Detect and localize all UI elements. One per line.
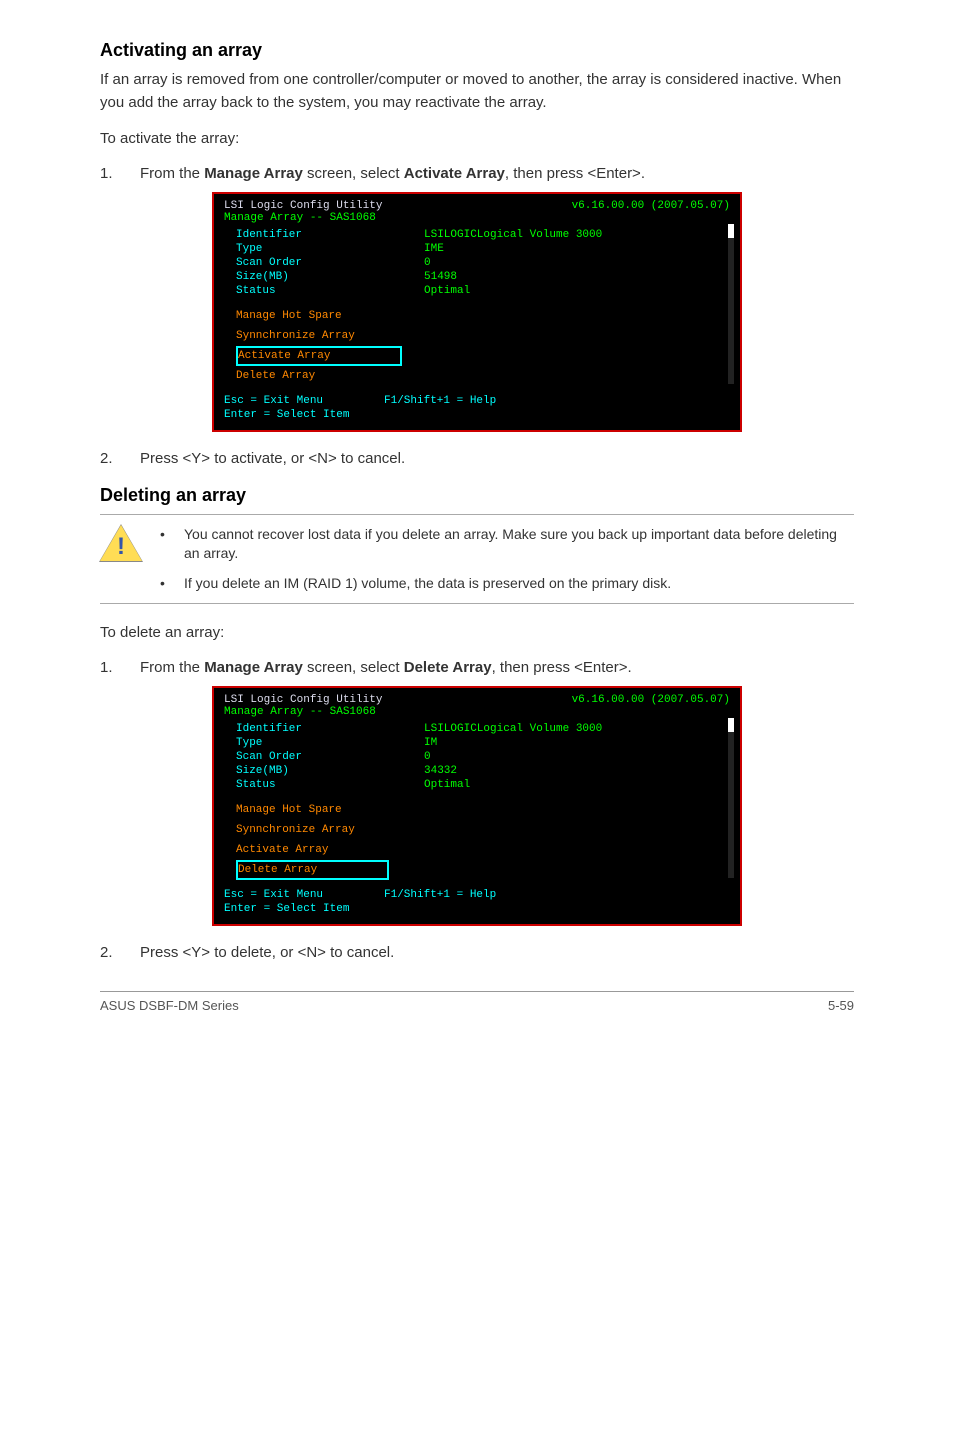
- step-bold1: Manage Array: [204, 659, 303, 676]
- bios-menu-activate: Activate Array: [224, 840, 730, 860]
- bios-label: Type: [224, 736, 424, 750]
- bios-esc: Esc = Exit Menu: [224, 394, 384, 408]
- bios-menu-delete-highlighted: Delete Array: [236, 860, 389, 880]
- step-bold2: Delete Array: [404, 659, 492, 676]
- activating-preface: To activate the array:: [100, 128, 854, 151]
- bios-screenshot-activate: LSI Logic Config Utility v6.16.00.00 (20…: [212, 192, 742, 432]
- step-post: , then press <Enter>.: [505, 165, 645, 182]
- bios-label: Scan Order: [224, 256, 424, 270]
- bios-scroll-thumb: [728, 718, 734, 732]
- bios-title: LSI Logic Config Utility: [224, 200, 382, 212]
- bios-value: 0: [424, 750, 730, 764]
- step-number: 1.: [100, 659, 140, 676]
- step-text: Press <Y> to activate, or <N> to cancel.: [140, 450, 854, 467]
- delete-step-2: 2. Press <Y> to delete, or <N> to cancel…: [100, 944, 854, 961]
- activating-intro: If an array is removed from one controll…: [100, 69, 854, 114]
- bios-version: v6.16.00.00 (2007.05.07): [572, 200, 730, 212]
- bios-version: v6.16.00.00 (2007.05.07): [572, 694, 730, 706]
- bios-menu: Manage Hot Spare Synnchronize Array Acti…: [224, 306, 730, 386]
- bios-value: 34332: [424, 764, 730, 778]
- bios-scrollbar: [728, 718, 734, 878]
- bios-menu-sync: Synnchronize Array: [224, 326, 730, 346]
- step-number: 1.: [100, 165, 140, 182]
- bios-label: Scan Order: [224, 750, 424, 764]
- bios-screenshot-delete: LSI Logic Config Utility v6.16.00.00 (20…: [212, 686, 742, 926]
- deleting-heading: Deleting an array: [100, 485, 854, 506]
- step-bold1: Manage Array: [204, 165, 303, 182]
- bios-label: Type: [224, 242, 424, 256]
- bullet-dot: •: [160, 525, 184, 564]
- bios-value: Optimal: [424, 778, 730, 792]
- bios-menu-hotspare: Manage Hot Spare: [224, 800, 730, 820]
- bios-label: Status: [224, 778, 424, 792]
- step-number: 2.: [100, 944, 140, 961]
- activate-step-2: 2. Press <Y> to activate, or <N> to canc…: [100, 450, 854, 467]
- bios-menu-sync: Synnchronize Array: [224, 820, 730, 840]
- bios-value: 51498: [424, 270, 730, 284]
- bios-scrollbar: [728, 224, 734, 384]
- warning-bullet-1: • You cannot recover lost data if you de…: [160, 525, 854, 564]
- bios-header: LSI Logic Config Utility v6.16.00.00 (20…: [224, 694, 730, 706]
- bios-menu-hotspare: Manage Hot Spare: [224, 306, 730, 326]
- bios-label: Size(MB): [224, 764, 424, 778]
- warning-content: • You cannot recover lost data if you de…: [160, 525, 854, 594]
- step-pre: From the: [140, 165, 204, 182]
- step-mid: screen, select: [303, 165, 404, 182]
- bios-label: Status: [224, 284, 424, 298]
- deleting-preface: To delete an array:: [100, 622, 854, 645]
- bios-value: 0: [424, 256, 730, 270]
- bullet-dot: •: [160, 574, 184, 594]
- activating-heading: Activating an array: [100, 40, 854, 61]
- step-bold2: Activate Array: [404, 165, 505, 182]
- bios-esc: Esc = Exit Menu: [224, 888, 384, 902]
- step-text: Press <Y> to delete, or <N> to cancel.: [140, 944, 854, 961]
- bios-label: Identifier: [224, 228, 424, 242]
- step-post: , then press <Enter>.: [492, 659, 632, 676]
- bios-menu-delete: Delete Array: [224, 366, 730, 386]
- bios-menu-activate-highlighted: Activate Array: [236, 346, 402, 366]
- step-text: From the Manage Array screen, select Act…: [140, 165, 854, 182]
- bios-subheader: Manage Array -- SAS1068: [224, 212, 730, 224]
- bios-body: Identifier Type Scan Order Size(MB) Stat…: [224, 228, 730, 298]
- step-number: 2.: [100, 450, 140, 467]
- footer-page-number: 5-59: [828, 998, 854, 1013]
- bios-label: Identifier: [224, 722, 424, 736]
- bios-menu: Manage Hot Spare Synnchronize Array Acti…: [224, 800, 730, 880]
- activate-step-1: 1. From the Manage Array screen, select …: [100, 165, 854, 182]
- bios-body: Identifier Type Scan Order Size(MB) Stat…: [224, 722, 730, 792]
- bios-header: LSI Logic Config Utility v6.16.00.00 (20…: [224, 200, 730, 212]
- bios-help: F1/Shift+1 = Help: [384, 394, 496, 408]
- bios-footer: Esc = Exit Menu F1/Shift+1 = Help Enter …: [224, 888, 730, 916]
- bios-scroll-thumb: [728, 224, 734, 238]
- warning-icon: !: [100, 525, 142, 563]
- bios-value: LSILOGICLogical Volume 3000: [424, 228, 730, 242]
- warning-text-1: You cannot recover lost data if you dele…: [184, 525, 854, 564]
- bios-value: LSILOGICLogical Volume 3000: [424, 722, 730, 736]
- warning-text-2: If you delete an IM (RAID 1) volume, the…: [184, 574, 854, 594]
- bios-labels-col: Identifier Type Scan Order Size(MB) Stat…: [224, 228, 424, 298]
- bios-labels-col: Identifier Type Scan Order Size(MB) Stat…: [224, 722, 424, 792]
- step-mid: screen, select: [303, 659, 404, 676]
- step-pre: From the: [140, 659, 204, 676]
- warning-bullet-2: • If you delete an IM (RAID 1) volume, t…: [160, 574, 854, 594]
- warning-box: ! • You cannot recover lost data if you …: [100, 514, 854, 605]
- bios-help: F1/Shift+1 = Help: [384, 888, 496, 902]
- page-footer: ASUS DSBF-DM Series 5-59: [100, 991, 854, 1013]
- bios-value: Optimal: [424, 284, 730, 298]
- step-text: From the Manage Array screen, select Del…: [140, 659, 854, 676]
- bios-value: IM: [424, 736, 730, 750]
- bios-enter: Enter = Select Item: [224, 902, 349, 916]
- bios-label: Size(MB): [224, 270, 424, 284]
- bios-enter: Enter = Select Item: [224, 408, 349, 422]
- bios-footer: Esc = Exit Menu F1/Shift+1 = Help Enter …: [224, 394, 730, 422]
- bios-values-col: LSILOGICLogical Volume 3000 IM 0 34332 O…: [424, 722, 730, 792]
- delete-step-1: 1. From the Manage Array screen, select …: [100, 659, 854, 676]
- bios-value: IME: [424, 242, 730, 256]
- bios-title: LSI Logic Config Utility: [224, 694, 382, 706]
- bios-subheader: Manage Array -- SAS1068: [224, 706, 730, 718]
- footer-product: ASUS DSBF-DM Series: [100, 998, 239, 1013]
- bios-values-col: LSILOGICLogical Volume 3000 IME 0 51498 …: [424, 228, 730, 298]
